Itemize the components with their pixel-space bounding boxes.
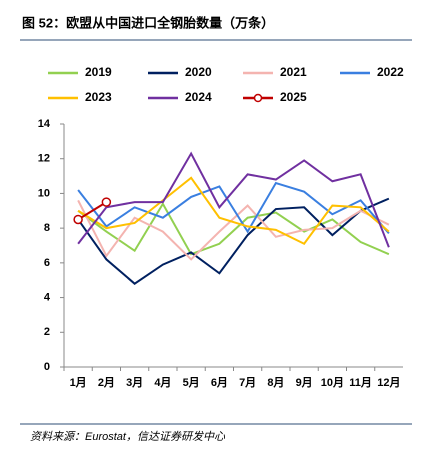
series-line: [77, 181, 390, 235]
legend-label: 2024: [185, 90, 212, 104]
legend-label: 2022: [377, 65, 404, 79]
series-line: [77, 201, 107, 221]
x-tick-label: 5月: [183, 376, 200, 389]
x-tick-label: 11月: [349, 376, 372, 389]
series-line: [77, 176, 390, 246]
series-marker: [101, 197, 112, 207]
x-tick-label: 2月: [98, 376, 115, 389]
x-tick-label: 8月: [267, 376, 284, 389]
y-tick-label: 14: [38, 118, 51, 130]
series-marker: [73, 214, 83, 225]
y-tick-label: 12: [38, 153, 50, 165]
y-tick-label: 2: [44, 326, 50, 338]
source: 资料来源：Eurostat，信达证券研发中心: [30, 430, 226, 443]
legend-label: 2021: [280, 65, 307, 79]
y-tick-label: 6: [44, 257, 50, 269]
y-tick-label: 0: [44, 361, 50, 373]
legend-marker: [253, 93, 263, 103]
x-tick-label: 10月: [321, 376, 344, 389]
legend-label: 2020: [185, 65, 212, 79]
x-tick-label: 12月: [377, 376, 400, 389]
legend-label: 2019: [85, 65, 112, 79]
y-tick-label: 10: [38, 187, 50, 199]
series-line: [77, 151, 390, 248]
x-tick-label: 9月: [296, 376, 313, 389]
x-tick-label: 7月: [239, 376, 256, 389]
x-tick-label: 6月: [211, 376, 228, 389]
y-tick-label: 4: [44, 291, 51, 303]
series-line: [77, 197, 390, 285]
chart-title: 图 52：欧盟从中国进口全钢胎数量（万条）: [22, 15, 274, 30]
y-tick-label: 8: [44, 222, 50, 234]
x-tick-label: 1月: [70, 376, 87, 389]
legend-label: 2023: [85, 90, 112, 104]
series-line: [77, 201, 390, 256]
legend-label: 2025: [280, 90, 307, 104]
x-tick-label: 4月: [154, 376, 171, 389]
x-tick-label: 3月: [126, 376, 143, 389]
